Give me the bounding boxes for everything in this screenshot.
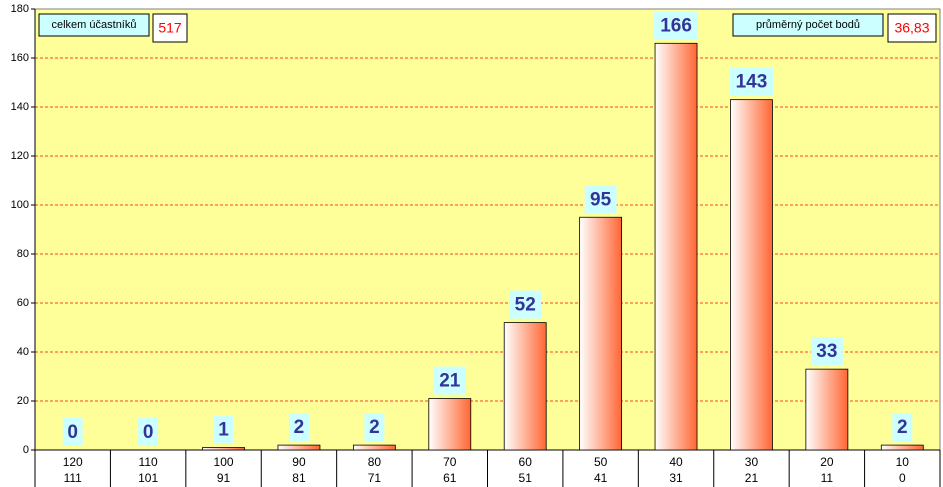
value-label: 1 — [218, 420, 229, 441]
plot-area — [34, 8, 941, 451]
value-label: 2 — [369, 417, 380, 438]
annotation-value-box — [887, 13, 937, 43]
annotation-label: průměrný počet bodů — [756, 19, 860, 31]
y-tick-label: 40 — [17, 346, 29, 358]
x-tick-label: 50 — [594, 455, 608, 469]
bar — [352, 444, 396, 451]
annotation-label: celkem účastníků — [52, 19, 137, 31]
value-label-box — [62, 418, 83, 446]
value-label: 166 — [660, 15, 692, 36]
value-label-box — [433, 366, 466, 395]
x-tick-label: 60 — [519, 455, 533, 469]
x-tick-label: 30 — [745, 455, 759, 469]
value-label: 2 — [294, 417, 305, 438]
bar — [503, 322, 547, 451]
x-tick-label: 0 — [899, 471, 906, 485]
value-label-box — [654, 11, 699, 40]
x-tick-label: 81 — [292, 471, 306, 485]
value-label-box — [810, 337, 843, 366]
value-label: 33 — [816, 341, 837, 362]
value-label-box — [288, 413, 309, 442]
value-label-box — [364, 413, 385, 442]
value-label-box — [584, 185, 617, 214]
x-tick-label: 91 — [217, 471, 231, 485]
value-label: 2 — [897, 417, 908, 438]
y-tick-label: 0 — [23, 444, 29, 456]
bar — [428, 398, 472, 451]
value-label-box — [138, 418, 159, 446]
x-tick-label: 31 — [669, 471, 683, 485]
value-label: 143 — [736, 72, 768, 93]
x-tick-label: 120 — [63, 455, 83, 469]
x-tick-label: 110 — [139, 455, 158, 469]
x-tick-label: 40 — [669, 455, 683, 469]
value-label: 21 — [439, 371, 461, 392]
annotation-box — [38, 13, 150, 37]
bar — [805, 368, 849, 451]
value-label: 52 — [515, 295, 536, 316]
x-tick-label: 41 — [594, 471, 608, 485]
annotation-box — [732, 13, 884, 37]
annotation-value: 36,83 — [894, 20, 929, 36]
x-tick-label: 20 — [820, 455, 834, 469]
value-label-box — [213, 415, 234, 444]
x-tick-label: 11 — [821, 471, 834, 485]
bar — [202, 447, 245, 451]
bar — [730, 99, 773, 451]
bar — [654, 42, 698, 451]
x-tick-label: 10 — [896, 455, 910, 469]
y-tick-label: 140 — [11, 101, 29, 113]
annotation-value: 517 — [158, 20, 182, 36]
y-tick-label: 20 — [17, 395, 29, 407]
x-tick-label: 111 — [64, 471, 83, 485]
y-tick-label: 160 — [11, 52, 29, 64]
y-tick-label: 180 — [11, 3, 29, 15]
x-tick-label: 70 — [443, 455, 457, 469]
bar — [579, 216, 623, 451]
y-tick-label: 60 — [17, 297, 29, 309]
x-tick-label: 51 — [519, 471, 533, 485]
x-tick-label: 101 — [138, 471, 158, 485]
x-tick-label: 61 — [443, 471, 457, 485]
x-tick-label: 80 — [368, 455, 382, 469]
x-tick-label: 90 — [292, 455, 306, 469]
x-tick-label: 71 — [368, 471, 382, 485]
y-tick-label: 100 — [11, 199, 29, 211]
y-tick-label: 80 — [17, 248, 29, 260]
y-tick-label: 120 — [11, 150, 29, 162]
value-label-box — [892, 413, 913, 442]
bar — [277, 444, 321, 451]
value-label: 0 — [67, 422, 78, 443]
value-label: 95 — [590, 189, 612, 210]
x-tick-label: 100 — [214, 455, 234, 469]
bar — [880, 444, 924, 451]
value-label-box — [509, 290, 542, 319]
annotation-value-box — [152, 13, 188, 43]
value-label: 0 — [143, 422, 154, 443]
value-label-box — [729, 67, 774, 96]
x-tick-label: 21 — [745, 471, 759, 485]
